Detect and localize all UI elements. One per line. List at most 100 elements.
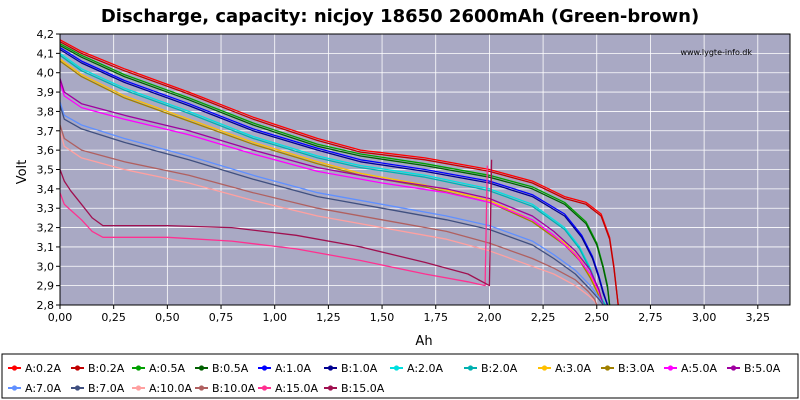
legend-item: B:5.0A <box>727 362 781 375</box>
x-tick-label: 0,25 <box>101 311 126 324</box>
legend-label: B:0.2A <box>88 362 125 375</box>
y-tick-label: 2,8 <box>37 299 55 312</box>
legend-marker <box>327 365 334 371</box>
legend-box <box>1 353 799 399</box>
legend-marker <box>135 365 142 371</box>
legend-item: A:5.0A <box>664 362 718 375</box>
legend-item: A:7.0A <box>8 382 62 395</box>
legend-marker <box>198 365 205 371</box>
legend-item: B:2.0A <box>464 362 518 375</box>
series-line-b-0-2a <box>59 41 619 306</box>
y-tick-label: 3,4 <box>37 183 55 196</box>
y-tick-label: 3,2 <box>37 222 55 235</box>
legend-label: B:15.0A <box>341 382 385 395</box>
legend-label: B:0.5A <box>212 362 249 375</box>
y-tick-label: 3,3 <box>37 202 55 215</box>
x-tick-label: 1,25 <box>316 311 341 324</box>
y-axis-label: Volt <box>15 160 30 185</box>
legend-label: B:3.0A <box>618 362 655 375</box>
x-tick-label: 2,00 <box>477 311 502 324</box>
legend-item: A:0.5A <box>132 362 186 375</box>
series-line-a-5-0a <box>59 82 604 306</box>
y-tick-label: 3,1 <box>37 241 55 254</box>
y-tick-label: 3,7 <box>37 125 55 138</box>
legend-item: A:0.2A <box>8 362 62 375</box>
series-line-a-10-0a <box>59 130 598 306</box>
series-line-b-15-0a <box>59 159 493 287</box>
legend-item: B:3.0A <box>601 362 655 375</box>
x-tick-label: 0,50 <box>155 311 180 324</box>
watermark: www.lygte-info.dk <box>680 48 752 57</box>
legend-label: A:7.0A <box>25 382 62 395</box>
y-tick-label: 4,2 <box>37 28 55 41</box>
legend-marker <box>261 365 268 371</box>
series-line-b-5-0a <box>59 78 604 306</box>
legend-item: B:1.0A <box>324 362 378 375</box>
legend-marker <box>467 365 474 371</box>
legend-marker <box>667 365 674 371</box>
series-line-a-3-0a <box>59 58 604 306</box>
series-line-b-7-0a <box>59 105 604 306</box>
legend-label: A:0.5A <box>149 362 186 375</box>
legend-label: A:10.0A <box>149 382 193 395</box>
x-tick-label: 3,25 <box>746 311 771 324</box>
x-tick-label: 1,75 <box>423 311 448 324</box>
legend-label: A:0.2A <box>25 362 62 375</box>
y-tick-label: 3,5 <box>37 164 55 177</box>
legend-label: B:5.0A <box>744 362 781 375</box>
series-lines <box>59 39 619 306</box>
y-tick-label: 3,6 <box>37 144 55 157</box>
y-tick-label: 4,0 <box>37 67 55 80</box>
y-tick-label: 3,9 <box>37 86 55 99</box>
y-tick-label: 3,8 <box>37 105 55 118</box>
y-tick-label: 2,9 <box>37 280 55 293</box>
legend-item: A:15.0A <box>258 382 319 395</box>
x-tick-label: 1,00 <box>262 311 287 324</box>
legend-item: B:10.0A <box>195 382 256 395</box>
legend-marker <box>11 385 18 391</box>
legend-marker <box>198 385 205 391</box>
legend-marker <box>541 365 548 371</box>
legend-label: B:10.0A <box>212 382 256 395</box>
legend-item: B:0.5A <box>195 362 249 375</box>
legend-marker <box>74 385 81 391</box>
x-tick-label: 2,25 <box>531 311 556 324</box>
legend-marker <box>11 365 18 371</box>
x-tick-label: 0,00 <box>48 311 73 324</box>
x-tick-label: 2,50 <box>585 311 610 324</box>
x-tick-label: 2,75 <box>638 311 663 324</box>
legend-label: A:2.0A <box>407 362 444 375</box>
series-line-a-15-0a <box>59 165 488 287</box>
legend-marker <box>135 385 142 391</box>
legend-item: A:1.0A <box>258 362 312 375</box>
legend-marker <box>327 385 334 391</box>
legend-label: B:7.0A <box>88 382 125 395</box>
legend: A:0.2A B:0.2A A:0.5A B:0.5A A:1.0A B:1.0A A:2.… <box>1 353 799 399</box>
legend-item: B:15.0A <box>324 382 385 395</box>
series-line-a-0-2a <box>59 39 619 306</box>
y-tick-label: 4,1 <box>37 47 55 60</box>
legend-label: A:1.0A <box>275 362 312 375</box>
chart-title: Discharge, capacity: nicjoy 18650 2600mA… <box>101 6 699 27</box>
x-tick-label: 0,75 <box>209 311 234 324</box>
legend-item: A:2.0A <box>390 362 444 375</box>
legend-marker <box>604 365 611 371</box>
legend-item: B:0.2A <box>71 362 125 375</box>
legend-label: B:1.0A <box>341 362 378 375</box>
x-tick-label: 1,50 <box>370 311 395 324</box>
series-line-b-10-0a <box>59 124 598 306</box>
series-line-a-7-0a <box>59 101 604 306</box>
y-tick-label: 3,0 <box>37 260 55 273</box>
legend-label: A:15.0A <box>275 382 319 395</box>
series-line-b-0-5a <box>59 45 611 306</box>
series-line-b-1-0a <box>59 48 609 306</box>
legend-label: B:2.0A <box>481 362 518 375</box>
x-tick-label: 3,00 <box>692 311 717 324</box>
legend-label: A:5.0A <box>681 362 718 375</box>
legend-marker <box>730 365 737 371</box>
legend-marker <box>393 365 400 371</box>
legend-marker <box>261 385 268 391</box>
legend-marker <box>74 365 81 371</box>
